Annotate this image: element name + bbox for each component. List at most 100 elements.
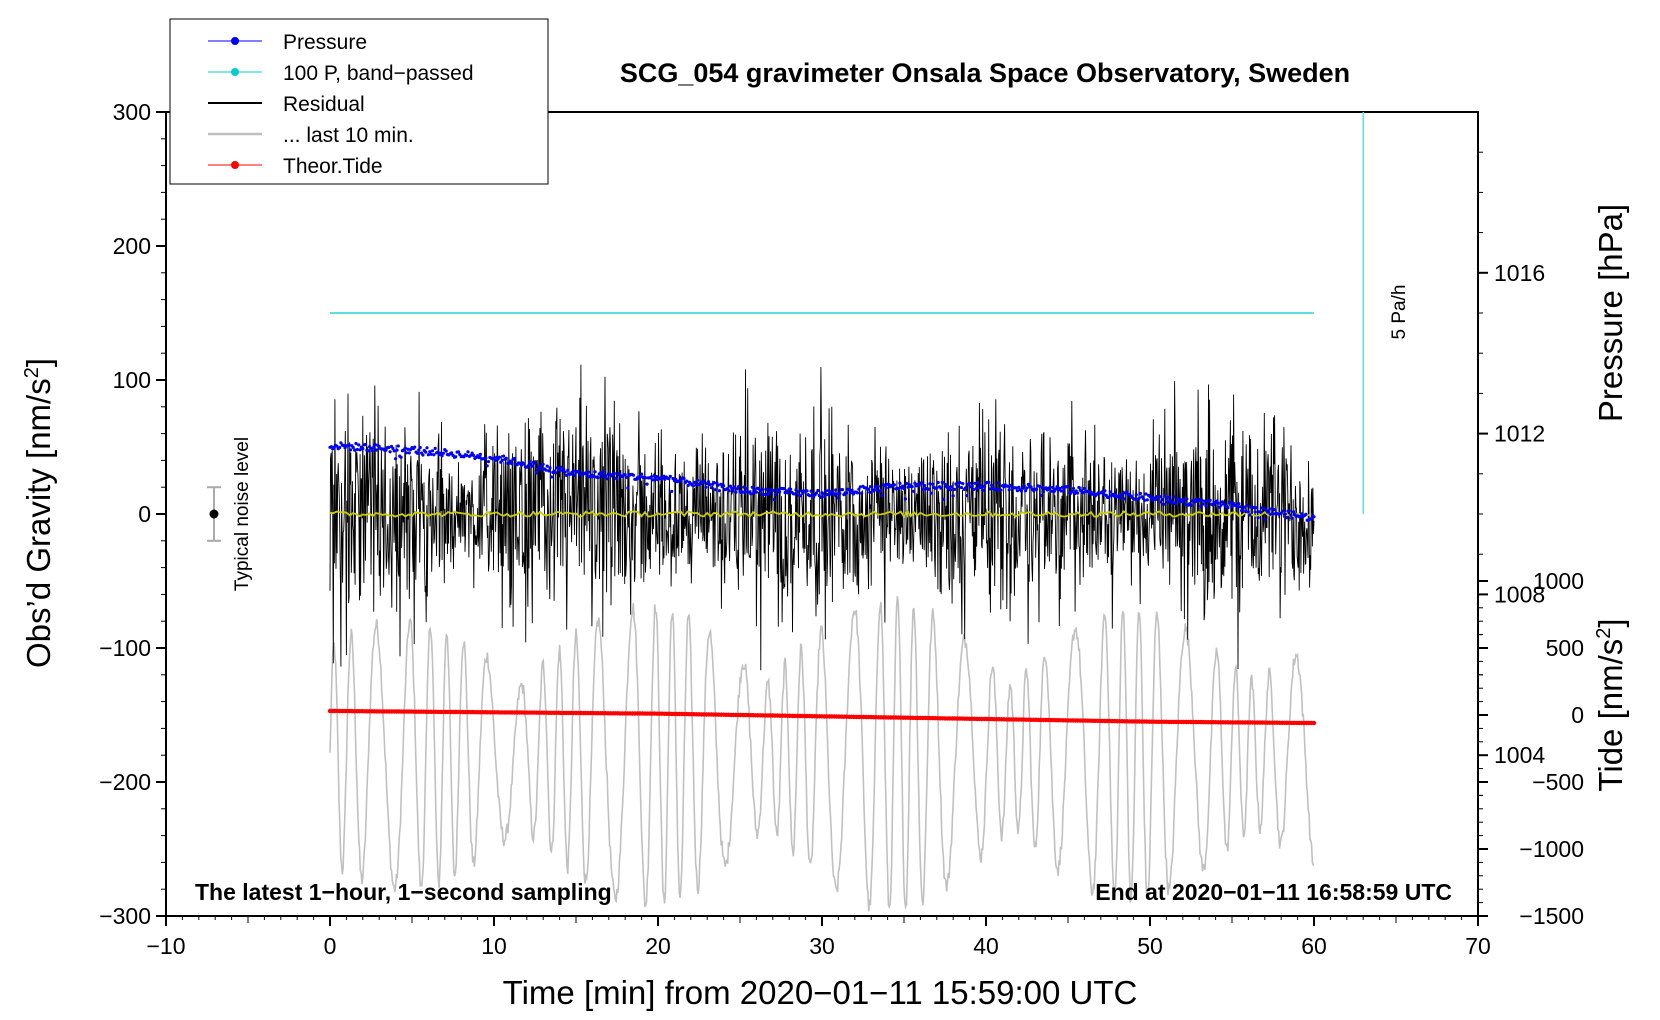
series-tide-points <box>327 708 1317 726</box>
tide-axis-title: Tide [nm/s2] <box>1592 618 1629 791</box>
pressure-point <box>1263 517 1267 521</box>
pressure-point <box>948 488 953 492</box>
pressure-point <box>1006 484 1010 488</box>
pressure-point <box>484 456 488 460</box>
pressure-point <box>1173 495 1177 499</box>
pressure-point <box>1055 485 1059 489</box>
pressure-point <box>1182 497 1186 501</box>
pressure-point <box>667 477 671 481</box>
pressure-point <box>430 449 435 453</box>
right-note: End at 2020−01−11 16:58:59 UTC <box>1095 879 1452 905</box>
pressure-point <box>950 485 954 489</box>
pressure-point <box>709 486 713 490</box>
pressure-point <box>860 491 864 495</box>
legend-label: Theor.Tide <box>283 155 383 178</box>
pressure-point <box>752 490 756 495</box>
pressure-point <box>1059 489 1063 493</box>
pressure-point <box>983 484 987 489</box>
legend-box <box>169 18 549 185</box>
pressure-point <box>953 487 957 491</box>
pressure-point <box>978 483 983 487</box>
pressure-point <box>996 481 1000 485</box>
pressure-point <box>399 455 403 459</box>
series-residual-line <box>329 364 1315 671</box>
pressure-point <box>743 490 748 494</box>
pressure-point <box>1142 498 1147 502</box>
pressure-point <box>395 448 399 452</box>
pressure-point <box>631 473 636 477</box>
pressure-point <box>592 474 596 478</box>
pressure-point <box>1159 500 1163 504</box>
pressure-point <box>1015 489 1020 493</box>
pressure-point <box>1025 486 1029 490</box>
pressure-point <box>530 464 534 468</box>
pressure-point <box>1101 492 1106 496</box>
legend-label: Residual <box>283 93 365 116</box>
pressure-point <box>772 498 776 502</box>
pressure-point <box>545 464 549 468</box>
pressure-point <box>384 448 388 452</box>
pressure-point <box>928 482 932 486</box>
pressure-point <box>1253 510 1257 514</box>
pressure-point <box>836 496 841 500</box>
pressure-point <box>626 486 630 490</box>
series-pressure-points <box>328 441 1316 522</box>
pressure-point <box>526 464 530 468</box>
pressure-point <box>1185 497 1189 501</box>
pressure-axis-title: Pressure [hPa] <box>1592 204 1629 422</box>
pressure-point <box>959 485 964 490</box>
pressure-point <box>439 451 443 455</box>
pressure-point <box>510 462 514 466</box>
series-residual-smoothed-line <box>329 509 1315 519</box>
pressure-point <box>1107 495 1111 499</box>
pressure-point <box>1290 516 1294 520</box>
pressure-point <box>849 491 853 495</box>
pressure-point <box>429 452 433 456</box>
pressure-point <box>354 441 358 446</box>
pressure-point <box>650 478 655 482</box>
pressure-point <box>1118 496 1122 500</box>
pressure-point <box>694 483 698 487</box>
pressure-point <box>584 471 588 475</box>
pressure-point <box>1052 489 1056 493</box>
pressure-point <box>760 493 764 497</box>
pressure-point <box>963 486 968 490</box>
x-tick-label: 40 <box>973 933 999 959</box>
tide-axis-title-sup: 2 <box>1593 628 1615 639</box>
pressure-point <box>1200 498 1204 502</box>
pressure-point <box>795 490 800 494</box>
pressure-point <box>586 470 590 474</box>
pressure-point <box>980 486 984 490</box>
pressure-point <box>653 477 657 481</box>
pressure-tick-label: 1008 <box>1494 581 1545 607</box>
pressure-point <box>615 477 619 481</box>
pressure-point <box>370 449 374 453</box>
pressure-point <box>742 485 746 489</box>
pressure-point <box>814 491 819 495</box>
pressure-point <box>1255 506 1259 510</box>
pressure-point <box>845 491 849 495</box>
pressure-point <box>825 492 830 497</box>
y-axis-title-main: Obs’d Gravity [nm/s <box>20 378 57 668</box>
pressure-point <box>1264 508 1268 512</box>
pressure-point <box>596 476 600 480</box>
pressure-point <box>922 483 927 488</box>
tide-tick-label: −1000 <box>1519 836 1584 862</box>
noise-indicator: Typical noise level <box>207 437 253 591</box>
pressure-point <box>351 445 355 450</box>
pressure-point <box>903 497 908 501</box>
pressure-point <box>896 486 901 490</box>
pressure-point <box>652 474 656 478</box>
pressure-point <box>577 469 581 473</box>
pressure-point <box>1137 496 1141 500</box>
pressure-tick-label: 1012 <box>1494 421 1545 447</box>
pressure-point <box>404 451 409 455</box>
pressure-point <box>502 454 506 458</box>
x-axis-title: Time [min] from 2020−01−11 15:59:00 UTC <box>503 974 1138 1011</box>
pressure-point <box>879 488 883 492</box>
pressure-point <box>827 488 831 493</box>
pressure-point <box>432 453 436 457</box>
pressure-point <box>394 457 398 461</box>
pressure-point <box>716 483 720 487</box>
pressure-point <box>426 453 430 457</box>
